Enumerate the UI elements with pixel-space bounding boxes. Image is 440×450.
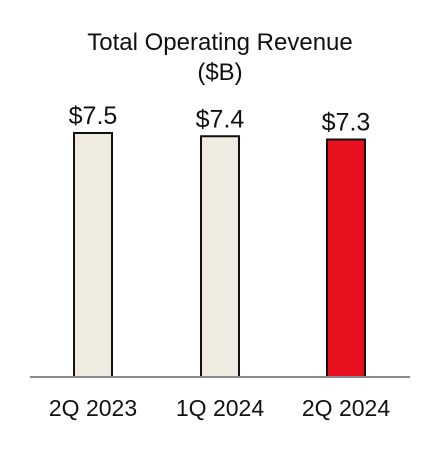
chart-subtitle: ($B) <box>197 59 242 86</box>
bar-1q-2024 <box>200 135 240 378</box>
x-tick-label-1q-2024: 1Q 2024 <box>176 395 264 421</box>
x-tick-label-2q-2024: 2Q 2024 <box>302 395 390 421</box>
bars-group: $7.5 2Q 2023 $7.4 1Q 2024 $7.3 2Q 2024 <box>49 102 390 421</box>
bar-2q-2024 <box>326 138 366 378</box>
bar-2q-2023 <box>73 132 113 378</box>
data-label-1q-2024: $7.4 <box>196 105 245 133</box>
chart-title: Total Operating Revenue <box>87 29 353 56</box>
data-label-2q-2023: $7.5 <box>69 102 118 130</box>
x-tick-label-2q-2023: 2Q 2023 <box>49 395 137 421</box>
data-label-2q-2024: $7.3 <box>322 109 371 137</box>
